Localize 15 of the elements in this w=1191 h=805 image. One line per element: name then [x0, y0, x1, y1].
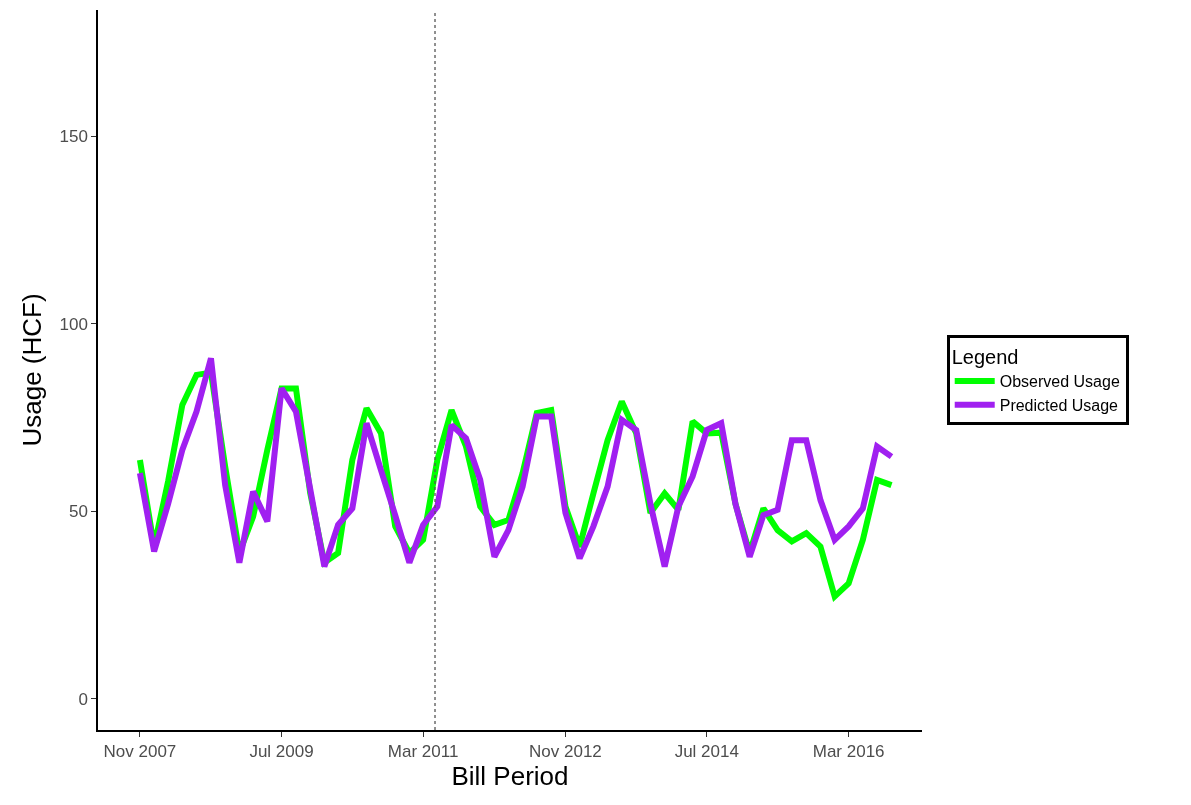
y-tick-label: 50	[68, 502, 88, 522]
x-tick-label: Nov 2007	[103, 742, 177, 762]
legend-title: Legend	[951, 346, 1019, 369]
y-tick-label: 100	[59, 314, 88, 334]
x-tick-label: Nov 2012	[529, 742, 602, 762]
x-tick-label: Jul 2009	[249, 742, 314, 762]
x-tick-label: Jul 2014	[674, 742, 739, 762]
legend-label: Observed Usage	[999, 373, 1120, 391]
y-tick-label: 0	[78, 689, 88, 709]
legend-label: Predicted Usage	[999, 397, 1119, 415]
y-tick-label: 150	[59, 127, 88, 147]
y-axis-title: Usage (HCF)	[17, 293, 48, 447]
x-tick-label: Mar 2016	[812, 742, 885, 762]
x-axis-title: Bill Period	[451, 761, 569, 792]
x-tick-label: Mar 2011	[387, 742, 459, 762]
